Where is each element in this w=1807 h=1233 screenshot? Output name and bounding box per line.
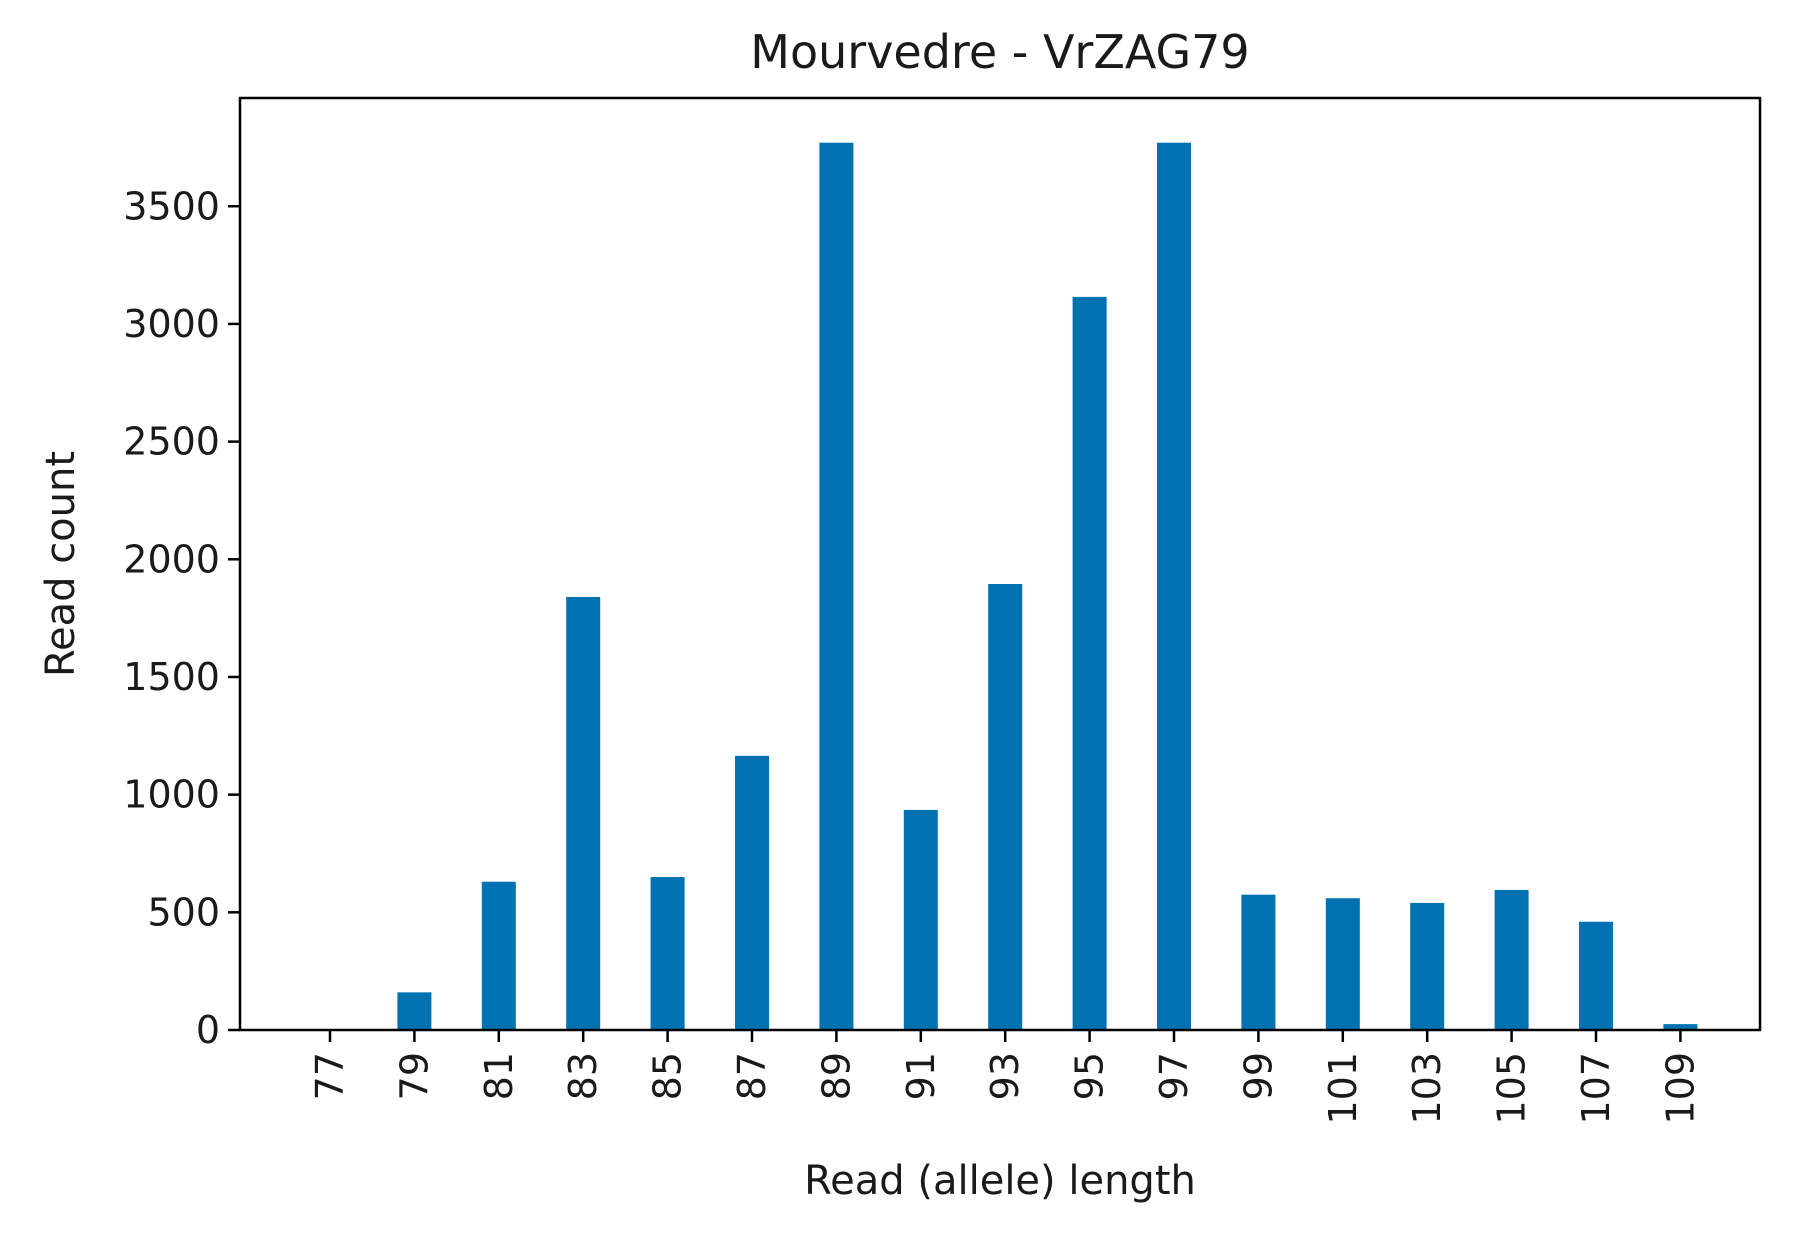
x-tick-label-109: 109	[1658, 1052, 1702, 1125]
x-tick-label-91: 91	[899, 1052, 943, 1100]
y-tick-label-1500: 1500	[123, 655, 220, 699]
x-tick-label-99: 99	[1236, 1052, 1280, 1100]
chart-title: Mourvedre - VrZAG79	[750, 25, 1249, 79]
bar-91	[903, 809, 938, 1030]
x-tick-label-101: 101	[1321, 1052, 1365, 1125]
x-axis: 77 79 81 83 85 87 89 91 93 95 97 99 101 103 105 107 109	[308, 1030, 1702, 1125]
bar-93	[988, 584, 1023, 1030]
y-axis-label: Read count	[38, 451, 84, 677]
bar-109	[1663, 1024, 1698, 1030]
y-tick-label-2000: 2000	[123, 537, 220, 581]
plot-frame	[238, 96, 1762, 1032]
x-tick-label-103: 103	[1405, 1052, 1449, 1125]
x-tick-label-105: 105	[1490, 1052, 1534, 1125]
x-tick-label-93: 93	[983, 1052, 1027, 1100]
x-tick-label-85: 85	[646, 1052, 690, 1100]
bar-87	[735, 755, 769, 1030]
x-axis-label: Read (allele) length	[804, 1158, 1196, 1204]
y-tick-label-1000: 1000	[123, 773, 220, 817]
y-tick-label-3000: 3000	[123, 302, 220, 346]
bar-85	[650, 877, 685, 1030]
bar-101	[1325, 898, 1360, 1030]
x-tick-label-107: 107	[1574, 1052, 1618, 1125]
x-tick-label-95: 95	[1068, 1052, 1112, 1100]
bars-layer	[397, 142, 1698, 1031]
bar-105	[1494, 889, 1529, 1030]
x-tick-label-97: 97	[1152, 1052, 1196, 1100]
bar-103	[1410, 902, 1445, 1030]
y-axis: 0 500 1000 1500 2000 2500 3000 3500	[123, 184, 240, 1052]
x-tick-label-87: 87	[730, 1052, 774, 1100]
bar-95	[1072, 296, 1107, 1030]
bar-107	[1579, 921, 1613, 1030]
bar-99	[1241, 894, 1276, 1030]
bar-89	[819, 142, 854, 1031]
x-tick-label-89: 89	[814, 1052, 858, 1100]
bar-79	[397, 992, 432, 1030]
y-tick-label-0: 0	[196, 1008, 220, 1052]
bar-97	[1157, 142, 1191, 1031]
y-tick-label-2500: 2500	[123, 420, 220, 464]
x-tick-label-81: 81	[477, 1052, 521, 1100]
y-tick-label-3500: 3500	[123, 184, 220, 228]
x-tick-label-83: 83	[561, 1052, 605, 1100]
x-tick-label-77: 77	[308, 1052, 352, 1100]
x-tick-label-79: 79	[392, 1052, 436, 1100]
y-tick-label-500: 500	[147, 890, 220, 934]
bar-83	[566, 596, 601, 1030]
bar-81	[481, 881, 516, 1030]
